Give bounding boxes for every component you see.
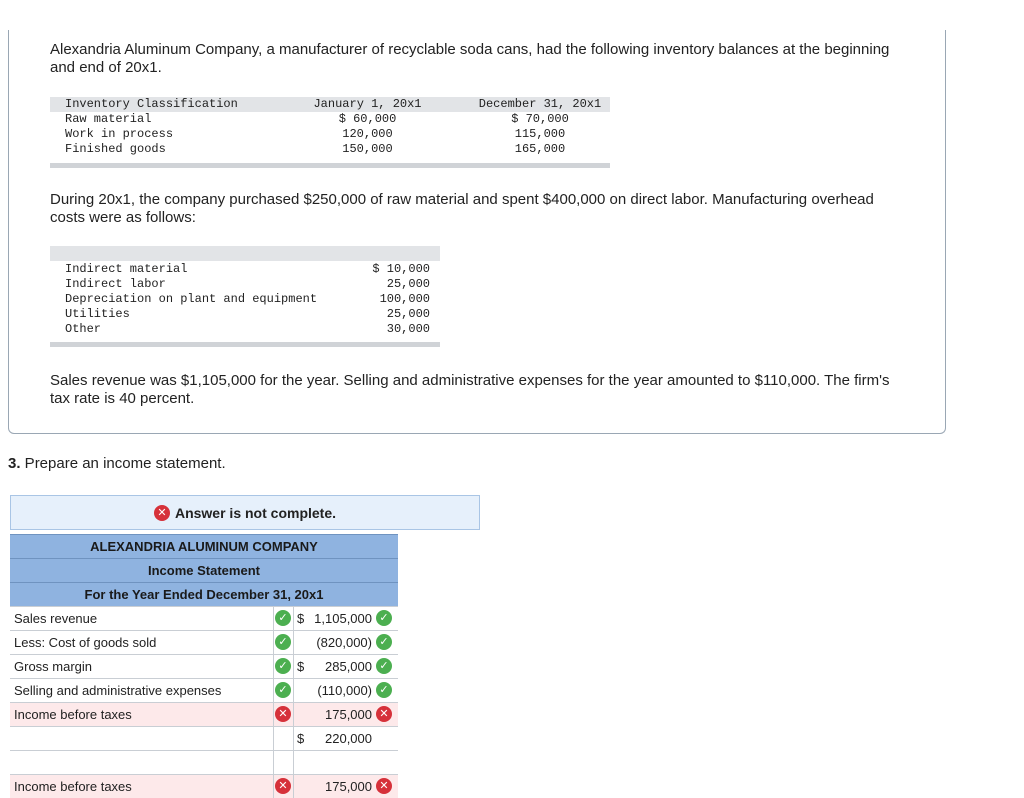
table-row: Indirect material $ 10,000 [50,262,440,277]
row-mid-cell [274,607,294,630]
row-amount-input[interactable]: 285,000 [325,659,372,674]
row-label: Selling and administrative expenses [14,683,222,698]
x-circle-icon: ✕ [376,778,392,794]
check-circle-icon: ✓ [376,682,392,698]
table-row: Work in process 120,000 115,000 [50,127,610,142]
row-label-cell[interactable]: Income before taxes [10,775,274,798]
row-label-cell[interactable]: Selling and administrative expenses [10,679,274,702]
overhead-value: 30,000 [386,322,430,336]
row-mid-cell [274,727,294,750]
table-row: Indirect labor 25,000 [50,277,440,292]
row-label-cell[interactable]: Sales revenue [10,607,274,630]
x-circle-icon: ✕ [376,706,392,722]
row-label-cell[interactable] [10,727,274,750]
row-amount-input[interactable]: (820,000) [316,635,372,650]
inventory-header-dec: December 31, 20x1 [478,97,602,111]
overhead-value: 25,000 [386,307,430,321]
table-row: Gross margin ✓ $ 285,000 ✓ [10,654,398,678]
notice-text: Answer is not complete. [174,504,337,521]
overhead-value: 25,000 [386,277,430,291]
row-mid-cell [274,679,294,702]
inventory-dec-value: 115,000 [514,127,566,141]
inventory-label: Raw material [65,112,152,126]
inventory-header-jan: January 1, 20x1 [313,97,422,111]
problem-intro: Alexandria Aluminum Company, a manufactu… [50,41,890,76]
table-row: Raw material $ 60,000 $ 70,000 [50,112,610,127]
x-circle-icon: ✕ [275,706,291,722]
overhead-label: Other [65,322,102,336]
overhead-intro: During 20x1, the company purchased $250,… [50,191,874,226]
table-row: Income before taxes ✕ 175,000 ✕ [10,774,398,798]
row-label: Gross margin [14,659,93,674]
table-row: Sales revenue ✓ $ 1,105,000 ✓ [10,606,398,630]
answer-status-notice: ✕ Answer is not complete. [10,495,480,530]
inventory-footer-bar [50,163,610,168]
requirement-prompt: 3. Prepare an income statement. [8,455,226,473]
row-amount-input[interactable]: 175,000 [325,707,372,722]
sales-text: Sales revenue was $1,105,000 for the yea… [50,372,890,407]
row-amount-input[interactable]: (110,000) [317,683,372,698]
check-circle-icon: ✓ [275,610,291,626]
table-row: Finished goods 150,000 165,000 [50,142,610,157]
statement-period: For the Year Ended December 31, 20x1 [10,582,398,606]
check-circle-icon: ✓ [376,634,392,650]
overhead-footer-bar [50,342,440,347]
table-row [10,750,398,774]
row-mid-cell [274,751,294,774]
row-amount-input[interactable]: 1,105,000 [314,611,372,626]
row-currency: $ [297,731,305,746]
inventory-label: Work in process [65,127,174,141]
inventory-jan-value: $ 60,000 [338,112,397,126]
problem-panel [8,30,946,434]
row-mid-cell [274,631,294,654]
check-circle-icon: ✓ [376,610,392,626]
check-circle-icon: ✓ [275,634,291,650]
table-row: $ 220,000 [10,726,398,750]
row-label: Less: Cost of goods sold [14,635,157,650]
check-circle-icon: ✓ [275,682,291,698]
statement-company: ALEXANDRIA ALUMINUM COMPANY [10,534,398,558]
overhead-value: 100,000 [379,292,430,306]
table-row: Other 30,000 [50,322,440,337]
row-mid-cell [274,655,294,678]
inventory-dec-value: 165,000 [514,142,566,156]
inventory-header-row: Inventory Classification January 1, 20x1… [50,97,610,112]
row-mid-cell [274,703,294,726]
overhead-label: Indirect material [65,262,188,276]
inventory-jan-value: 150,000 [342,142,393,156]
overhead-header-bar [50,246,440,261]
check-circle-icon: ✓ [275,658,291,674]
row-label: Sales revenue [14,611,98,626]
row-label-cell[interactable] [10,751,274,774]
overhead-label: Depreciation on plant and equipment [65,292,318,306]
row-currency: $ [297,611,305,626]
inventory-dec-value: $ 70,000 [511,112,569,126]
inventory-header-classification: Inventory Classification [65,97,238,111]
overhead-value: $ 10,000 [372,262,430,276]
row-label-cell[interactable]: Gross margin [10,655,274,678]
row-label: Income before taxes [14,707,132,722]
table-row: Income before taxes ✕ 175,000 ✕ [10,702,398,726]
row-label-cell[interactable]: Income before taxes [10,703,274,726]
table-row: Depreciation on plant and equipment 100,… [50,292,440,307]
x-circle-icon: ✕ [153,504,170,521]
row-currency: $ [297,659,305,674]
row-amount-input[interactable]: 175,000 [325,779,372,794]
x-circle-icon: ✕ [275,778,291,794]
overhead-label: Indirect labor [65,277,166,291]
table-row: Less: Cost of goods sold ✓ (820,000) ✓ [10,630,398,654]
statement-title: Income Statement [10,558,398,582]
row-label-cell[interactable]: Less: Cost of goods sold [10,631,274,654]
row-amount-input[interactable]: 220,000 [325,731,372,746]
table-row: Selling and administrative expenses ✓ (1… [10,678,398,702]
row-label: Income before taxes [14,779,132,794]
overhead-label: Utilities [65,307,130,321]
table-row: Utilities 25,000 [50,307,440,322]
requirement-number: 3. [8,455,21,472]
check-circle-icon: ✓ [376,658,392,674]
inventory-header-bar [50,97,610,112]
requirement-text: Prepare an income statement. [20,455,226,472]
inventory-jan-value: 120,000 [342,127,393,141]
inventory-label: Finished goods [65,142,166,156]
